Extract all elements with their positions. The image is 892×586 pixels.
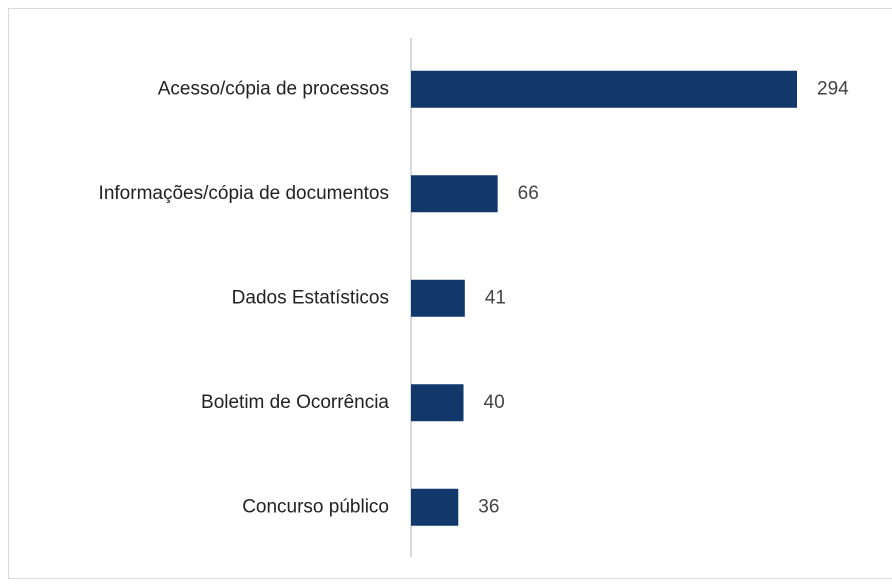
value-label: 294: [817, 78, 849, 99]
value-label: 41: [485, 287, 506, 308]
bar: [411, 71, 797, 108]
bar: [411, 175, 498, 212]
value-label: 40: [484, 392, 505, 413]
bar: [411, 384, 464, 421]
bar: [411, 280, 465, 317]
bar: [411, 489, 458, 526]
category-label: Boletim de Ocorrência: [201, 392, 389, 413]
category-label: Dados Estatísticos: [232, 287, 389, 308]
category-label: Informações/cópia de documentos: [99, 183, 389, 204]
value-label: 66: [518, 183, 539, 204]
category-label: Concurso público: [242, 496, 389, 517]
category-label: Acesso/cópia de processos: [158, 78, 389, 99]
value-label: 36: [478, 496, 499, 517]
